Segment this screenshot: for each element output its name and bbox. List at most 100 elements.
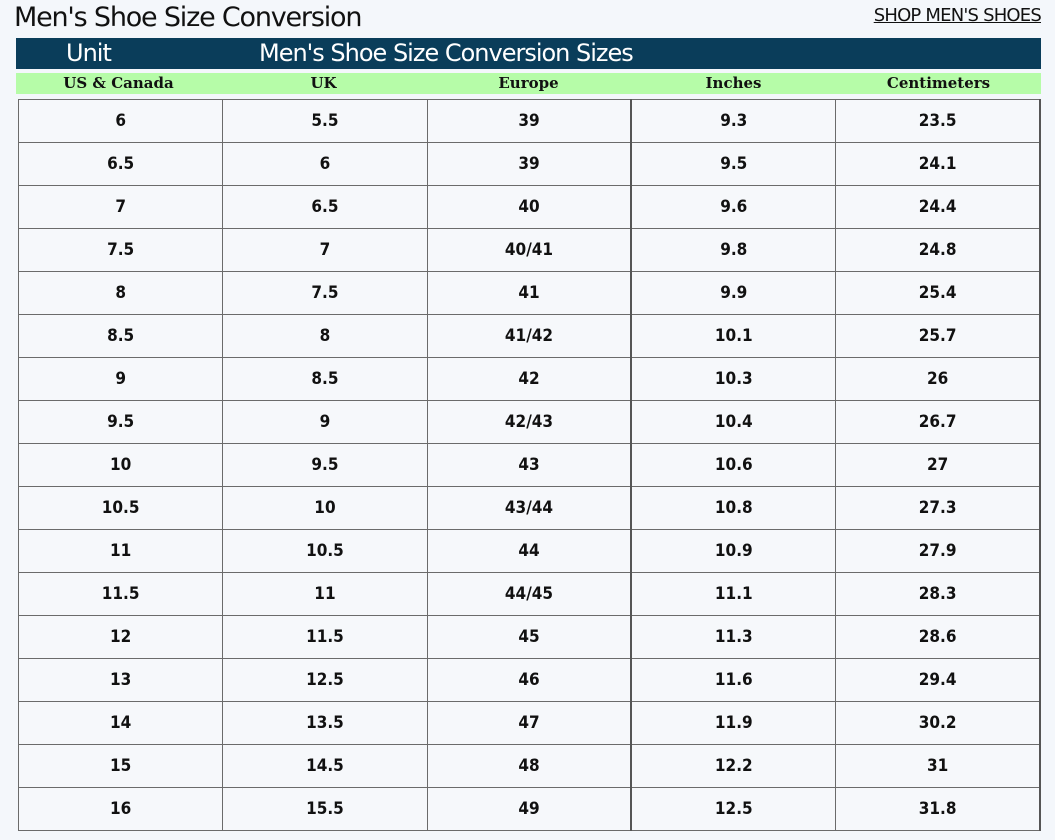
cell-uk: 8 [222,314,428,358]
table-row: 6 5.5 39 9.3 23.5 [17,99,1042,143]
cell-uk: 10.5 [222,529,428,573]
cell-centimeters: 27.9 [835,529,1042,573]
unit-label: Unit [66,39,112,67]
cell-inches: 11.1 [630,572,837,616]
table-row: 7 6.5 40 9.6 24.4 [17,185,1042,229]
table-row: 10 9.5 43 10.6 27 [17,443,1042,487]
sizes-label: Men's Shoe Size Conversion Sizes [259,39,634,67]
cell-uk: 10 [222,486,428,530]
table-row: 10.5 10 43/44 10.8 27.3 [17,486,1042,530]
cell-centimeters: 27.3 [835,486,1042,530]
shop-mens-shoes-link[interactable]: SHOP MEN'S SHOES [873,5,1042,26]
cell-centimeters: 28.6 [835,615,1042,659]
cell-us-canada: 15 [17,744,224,788]
cell-us-canada: 10 [17,443,224,487]
table-row: 12 11.5 45 11.3 28.6 [17,615,1042,659]
cell-europe: 46 [426,658,633,702]
cell-us-canada: 12 [17,615,224,659]
cell-centimeters: 23.5 [835,99,1042,143]
cell-uk: 7 [222,228,428,272]
column-header-centimeters: Centimeters [886,74,991,92]
cell-europe: 39 [426,99,633,143]
cell-europe: 47 [426,701,633,745]
cell-uk: 7.5 [222,271,428,315]
cell-europe: 44/45 [426,572,633,616]
cell-europe: 45 [426,615,633,659]
cell-centimeters: 29.4 [835,658,1042,702]
column-header-uk: UK [310,74,337,92]
cell-inches: 11.3 [630,615,837,659]
cell-centimeters: 30.2 [835,701,1042,745]
cell-uk: 9.5 [222,443,428,487]
table-row: 7.5 7 40/41 9.8 24.8 [17,228,1042,272]
cell-centimeters: 28.3 [835,572,1042,616]
table-row: 16 15.5 49 12.5 31.8 [17,787,1042,831]
table-row: 8.5 8 41/42 10.1 25.7 [17,314,1042,358]
cell-centimeters: 31 [835,744,1042,788]
cell-inches: 11.9 [630,701,837,745]
cell-centimeters: 26 [835,357,1042,401]
cell-inches: 9.5 [630,142,837,186]
cell-centimeters: 31.8 [835,787,1042,831]
cell-uk: 15.5 [222,787,428,831]
cell-europe: 41 [426,271,633,315]
cell-inches: 12.5 [630,787,837,831]
cell-uk: 5.5 [222,99,428,143]
cell-inches: 9.3 [630,99,837,143]
cell-europe: 48 [426,744,633,788]
table-row: 14 13.5 47 11.9 30.2 [17,701,1042,745]
cell-us-canada: 6.5 [17,142,224,186]
cell-centimeters: 25.7 [835,314,1042,358]
column-header-inches: Inches [705,74,762,92]
cell-us-canada: 14 [17,701,224,745]
cell-us-canada: 7 [17,185,224,229]
cell-europe: 43/44 [426,486,633,530]
table-row: 9 8.5 42 10.3 26 [17,357,1042,401]
table-title-bar: Unit Men's Shoe Size Conversion Sizes [16,38,1041,69]
table-row: 13 12.5 46 11.6 29.4 [17,658,1042,702]
cell-europe: 42/43 [426,400,633,444]
cell-uk: 14.5 [222,744,428,788]
cell-us-canada: 9 [17,357,224,401]
cell-inches: 9.8 [630,228,837,272]
table-row: 8 7.5 41 9.9 25.4 [17,271,1042,315]
cell-uk: 12.5 [222,658,428,702]
cell-uk: 11 [222,572,428,616]
table-row: 11.5 11 44/45 11.1 28.3 [17,572,1042,616]
cell-us-canada: 16 [17,787,224,831]
cell-us-canada: 6 [17,99,224,143]
column-header-us-canada: US & Canada [63,74,174,92]
cell-us-canada: 11 [17,529,224,573]
cell-uk: 9 [222,400,428,444]
cell-europe: 43 [426,443,633,487]
cell-inches: 10.3 [630,357,837,401]
cell-inches: 10.6 [630,443,837,487]
table-row: 15 14.5 48 12.2 31 [17,744,1042,788]
cell-europe: 49 [426,787,633,831]
size-table-body: 6 5.5 39 9.3 23.5 6.5 6 39 9.5 24.1 7 6.5 40 9.6 24.4 7… [17,99,1042,831]
cell-us-canada: 8 [17,271,224,315]
cell-us-canada: 11.5 [17,572,224,616]
column-header-row: US & Canada UK Europe Inches Centimeters [16,73,1041,94]
cell-inches: 9.9 [630,271,837,315]
cell-inches: 12.2 [630,744,837,788]
cell-europe: 41/42 [426,314,633,358]
cell-inches: 10.9 [630,529,837,573]
cell-inches: 9.6 [630,185,837,229]
cell-centimeters: 24.8 [835,228,1042,272]
cell-centimeters: 24.1 [835,142,1042,186]
cell-us-canada: 13 [17,658,224,702]
cell-us-canada: 10.5 [17,486,224,530]
page-title: Men's Shoe Size Conversion [14,2,362,33]
table-row: 11 10.5 44 10.9 27.9 [17,529,1042,573]
cell-centimeters: 26.7 [835,400,1042,444]
cell-centimeters: 27 [835,443,1042,487]
column-header-europe: Europe [498,74,559,92]
cell-uk: 13.5 [222,701,428,745]
cell-uk: 6.5 [222,185,428,229]
cell-us-canada: 8.5 [17,314,224,358]
cell-uk: 8.5 [222,357,428,401]
cell-europe: 40/41 [426,228,633,272]
cell-centimeters: 25.4 [835,271,1042,315]
cell-us-canada: 7.5 [17,228,224,272]
